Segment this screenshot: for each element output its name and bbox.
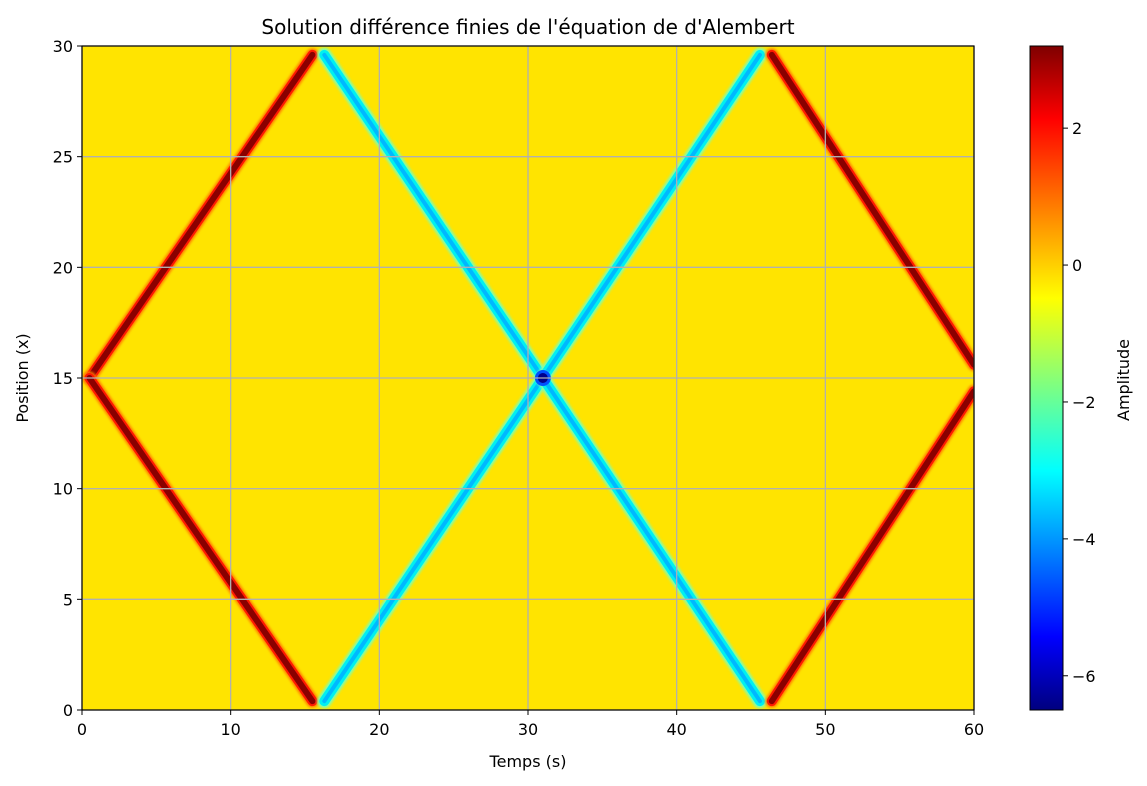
pulse-core — [540, 52, 762, 380]
pulse-core — [540, 376, 762, 704]
x-tick-label: 0 — [77, 720, 87, 739]
colorbar-label: Amplitude — [1114, 339, 1133, 421]
x-tick-label: 60 — [964, 720, 984, 739]
chart-title: Solution différence finies de l'équation… — [261, 15, 794, 39]
y-axis-label: Position (x) — [13, 333, 32, 422]
pulse-negative-up-1 — [317, 371, 550, 709]
pulse-negative-up-2 — [535, 47, 767, 385]
pulse-core — [768, 51, 974, 368]
y-axis: 0 5 10 15 20 25 30 — [53, 37, 82, 720]
colorbar-tick-label: 2 — [1072, 119, 1082, 138]
pulse-core — [322, 52, 545, 380]
pulse-positive-down-1 — [82, 371, 319, 708]
x-tick-label: 40 — [666, 720, 686, 739]
x-tick-label: 20 — [369, 720, 389, 739]
x-tick-label: 50 — [815, 720, 835, 739]
pulse-core — [86, 375, 316, 705]
pulse-positive-up-2 — [765, 384, 974, 708]
x-axis: 0 10 20 30 40 50 60 — [77, 710, 984, 739]
x-axis-label: Temps (s) — [489, 752, 567, 771]
pulse-core — [86, 51, 316, 381]
y-tick-label: 30 — [53, 37, 73, 56]
x-tick-label: 30 — [518, 720, 538, 739]
y-tick-label: 15 — [53, 369, 73, 388]
colorbar-ticks: 2 0 −2 −4 −6 — [1063, 119, 1096, 686]
x-tick-label: 10 — [220, 720, 240, 739]
colorbar-tick-label: −6 — [1072, 667, 1096, 686]
pulse-positive-up-1 — [82, 48, 319, 385]
colorbar-tick-label: −2 — [1072, 393, 1096, 412]
pulse-core — [768, 388, 974, 705]
plot-area — [81, 45, 975, 711]
y-tick-label: 0 — [63, 701, 73, 720]
pulse-positive-down-2 — [765, 48, 974, 372]
y-tick-label: 20 — [53, 258, 73, 277]
colorbar: 2 0 −2 −4 −6 Amplitude — [1029, 45, 1133, 711]
pulse-core — [322, 376, 545, 704]
colorbar-tick-label: −4 — [1072, 530, 1096, 549]
colorbar-tick-label: 0 — [1072, 256, 1082, 275]
pulses-layer — [82, 47, 974, 709]
colorbar-gradient — [1029, 45, 1064, 711]
y-tick-label: 10 — [53, 480, 73, 499]
y-tick-label: 5 — [63, 590, 73, 609]
pulse-negative-down-1 — [317, 47, 550, 385]
pulse-negative-down-2 — [535, 371, 767, 709]
y-tick-label: 25 — [53, 148, 73, 167]
